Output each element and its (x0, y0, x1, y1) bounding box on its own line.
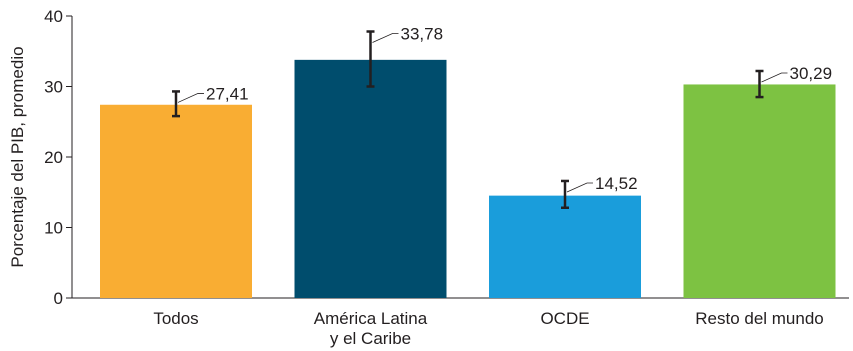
category-label-1-0: América Latina (314, 309, 428, 328)
bar-0 (100, 104, 252, 299)
leader-line-1 (372, 33, 399, 43)
leader-line-0 (177, 93, 204, 103)
category-label-0-0: Todos (153, 309, 198, 328)
y-ticks: 0 10 20 30 40 (44, 7, 72, 308)
error-bars (172, 30, 764, 210)
data-labels: 27,41 33,78 14,52 30,29 (177, 25, 833, 193)
bars (100, 59, 836, 299)
y-tick-label-4: 40 (44, 7, 63, 26)
y-tick-label-1: 10 (44, 219, 63, 238)
category-label-1-1: y el Caribe (330, 329, 411, 348)
y-tick-label-2: 20 (44, 148, 63, 167)
y-tick-label-3: 30 (44, 78, 63, 97)
bar-3 (683, 84, 836, 298)
y-axis-label: Porcentaje del PIB, promedio (8, 46, 27, 267)
data-label-2: 14,52 (595, 174, 638, 193)
bar-2 (489, 195, 641, 298)
y-tick-label-0: 0 (54, 289, 63, 308)
category-label-3-0: Resto del mundo (695, 309, 824, 328)
category-label-2-0: OCDE (540, 309, 589, 328)
leader-line-2 (566, 182, 593, 193)
bar-1 (294, 59, 447, 299)
leader-line-3 (761, 72, 788, 83)
data-label-1: 33,78 (401, 25, 444, 44)
data-label-0: 27,41 (206, 84, 249, 103)
data-label-3: 30,29 (790, 64, 833, 83)
